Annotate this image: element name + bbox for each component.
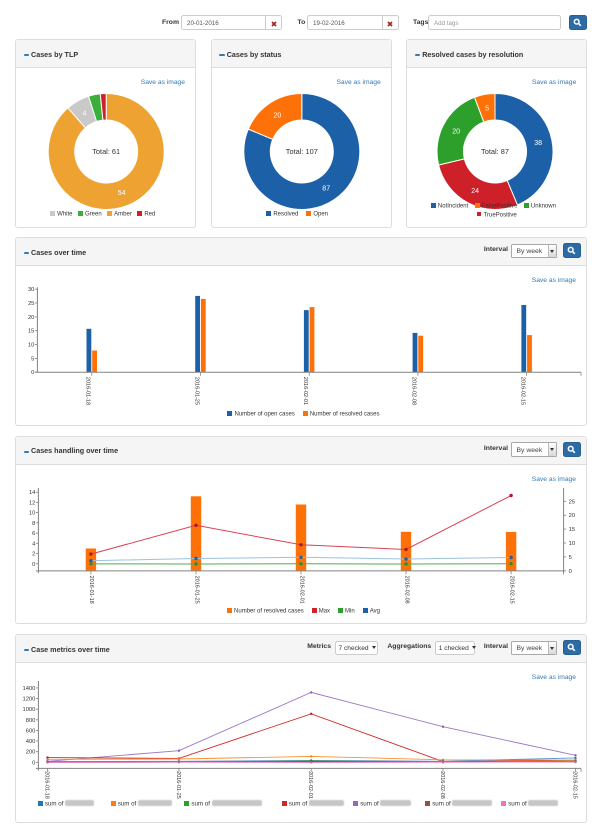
svg-text:2016-02-01: 2016-02-01 <box>298 575 304 603</box>
svg-text:1400: 1400 <box>22 686 35 692</box>
svg-text:2016-02-08: 2016-02-08 <box>403 575 409 603</box>
svg-text:2: 2 <box>32 551 35 557</box>
svg-text:2016-02-01: 2016-02-01 <box>307 771 313 799</box>
svg-text:87: 87 <box>322 186 330 193</box>
svg-text:8: 8 <box>32 520 35 526</box>
svg-text:0: 0 <box>31 370 34 376</box>
svg-text:800: 800 <box>26 718 36 724</box>
svg-text:5: 5 <box>569 554 572 560</box>
svg-text:20: 20 <box>569 513 575 519</box>
svg-text:2016-01-25: 2016-01-25 <box>193 376 199 404</box>
svg-text:600: 600 <box>26 728 36 734</box>
svg-text:38: 38 <box>534 140 542 147</box>
svg-text:20: 20 <box>28 314 34 320</box>
svg-text:10: 10 <box>569 541 575 547</box>
svg-text:0: 0 <box>32 561 35 567</box>
svg-text:2016-01-25: 2016-01-25 <box>193 575 199 603</box>
svg-text:2016-01-18: 2016-01-18 <box>88 575 94 603</box>
svg-text:2016-02-15: 2016-02-15 <box>572 771 578 799</box>
svg-text:10: 10 <box>29 510 35 516</box>
svg-text:20: 20 <box>452 128 460 135</box>
svg-text:4: 4 <box>83 111 87 118</box>
svg-text:Total: 87: Total: 87 <box>481 147 509 156</box>
svg-text:15: 15 <box>569 527 575 533</box>
svg-text:1200: 1200 <box>22 697 35 703</box>
svg-text:2016-01-18: 2016-01-18 <box>44 771 50 799</box>
svg-text:25: 25 <box>569 499 575 505</box>
svg-text:20: 20 <box>273 112 281 119</box>
svg-text:400: 400 <box>26 739 36 745</box>
svg-text:5: 5 <box>31 356 34 362</box>
svg-text:2016-02-08: 2016-02-08 <box>439 771 445 799</box>
svg-text:200: 200 <box>26 750 36 756</box>
svg-text:14: 14 <box>29 490 36 496</box>
svg-text:0: 0 <box>569 568 572 574</box>
svg-text:25: 25 <box>28 301 34 307</box>
svg-text:Total: 61: Total: 61 <box>92 147 120 156</box>
svg-text:2016-02-01: 2016-02-01 <box>302 376 308 404</box>
svg-text:2016-01-25: 2016-01-25 <box>175 771 181 799</box>
svg-text:1000: 1000 <box>22 707 35 713</box>
svg-text:6: 6 <box>32 531 35 537</box>
svg-text:5: 5 <box>485 106 489 113</box>
svg-text:Total: 107: Total: 107 <box>285 147 317 156</box>
svg-text:2016-01-18: 2016-01-18 <box>85 376 91 404</box>
svg-text:0: 0 <box>32 760 35 766</box>
svg-text:24: 24 <box>471 188 479 195</box>
svg-text:54: 54 <box>118 190 126 197</box>
svg-text:2016-02-15: 2016-02-15 <box>519 376 525 404</box>
svg-text:15: 15 <box>28 328 34 334</box>
svg-text:4: 4 <box>32 541 36 547</box>
svg-text:12: 12 <box>29 500 35 506</box>
svg-text:2016-02-08: 2016-02-08 <box>411 376 417 404</box>
svg-text:10: 10 <box>28 342 34 348</box>
svg-text:30: 30 <box>28 287 34 293</box>
svg-text:2016-02-15: 2016-02-15 <box>508 575 514 603</box>
